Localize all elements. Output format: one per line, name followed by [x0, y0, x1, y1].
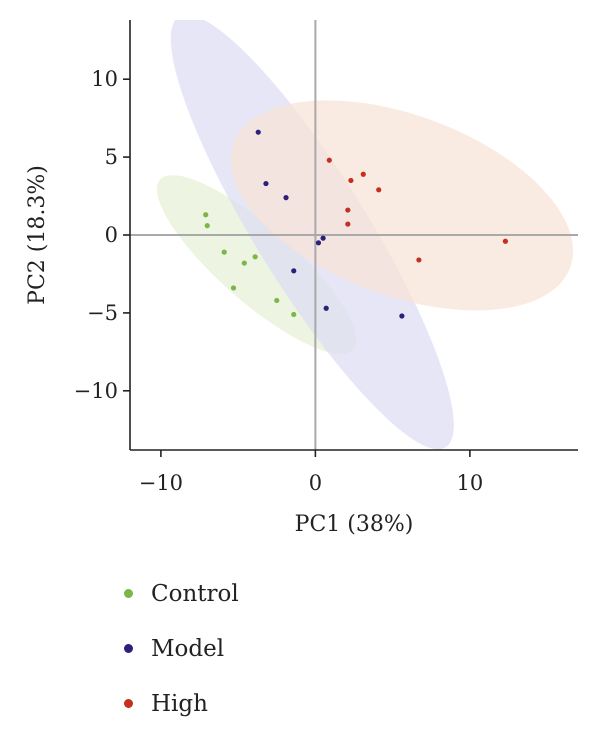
- point-model: [399, 313, 405, 319]
- y-tick-label: 5: [105, 145, 118, 169]
- point-model: [283, 195, 289, 201]
- point-model: [291, 268, 297, 274]
- point-model: [255, 129, 261, 135]
- x-axis-title: PC1 (38%): [295, 512, 414, 537]
- point-high: [345, 221, 351, 227]
- x-tick-label: −10: [139, 471, 183, 495]
- point-control: [230, 285, 237, 291]
- y-axis-title: PC2 (18.3%): [25, 165, 50, 305]
- x-tick-label: 0: [309, 471, 322, 495]
- legend-item-high: High: [124, 676, 239, 731]
- y-tick-label: −10: [74, 379, 118, 403]
- y-tick-label: 10: [91, 67, 118, 91]
- point-control: [291, 311, 297, 318]
- point-control: [274, 297, 280, 304]
- point-control: [203, 212, 209, 218]
- legend: Control Model High: [124, 566, 239, 731]
- legend-label-control: Control: [151, 580, 239, 607]
- x-tick-label: 10: [456, 471, 483, 495]
- point-control: [221, 249, 227, 255]
- legend-item-model: Model: [124, 621, 239, 676]
- point-control: [204, 223, 210, 229]
- data-points: [203, 129, 508, 319]
- point-model: [315, 240, 322, 246]
- point-control: [252, 254, 258, 260]
- legend-marker-high: [124, 699, 133, 708]
- legend-marker-control: [124, 589, 133, 598]
- point-high: [376, 187, 382, 193]
- legend-label-high: High: [151, 690, 208, 717]
- legend-marker-model: [124, 644, 133, 653]
- y-tick-label: −5: [87, 301, 118, 325]
- zero-reference-lines: [130, 20, 578, 450]
- point-high: [345, 207, 351, 213]
- y-tick-label: 0: [105, 223, 118, 247]
- confidence-ellipses: [156, 20, 574, 450]
- point-model: [323, 305, 329, 311]
- legend-item-control: Control: [124, 566, 239, 621]
- point-model: [320, 235, 326, 241]
- point-high: [348, 177, 354, 184]
- pca-scatter-chart: −10 0 10 10 5 0 −5 −10 PC1 (38%) PC2 (18.3%): [25, 20, 578, 537]
- point-model: [263, 180, 269, 187]
- point-high: [416, 257, 422, 263]
- point-control: [241, 260, 247, 266]
- point-high: [502, 238, 508, 244]
- legend-label-model: Model: [151, 635, 225, 662]
- axes: −10 0 10 10 5 0 −5 −10: [74, 20, 578, 495]
- point-high: [326, 157, 332, 163]
- point-high: [360, 171, 366, 177]
